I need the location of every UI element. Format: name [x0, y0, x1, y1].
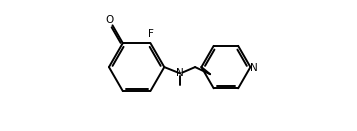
Text: O: O [106, 15, 114, 25]
Text: F: F [148, 29, 154, 39]
Text: N: N [176, 68, 184, 78]
Text: N: N [251, 63, 258, 73]
